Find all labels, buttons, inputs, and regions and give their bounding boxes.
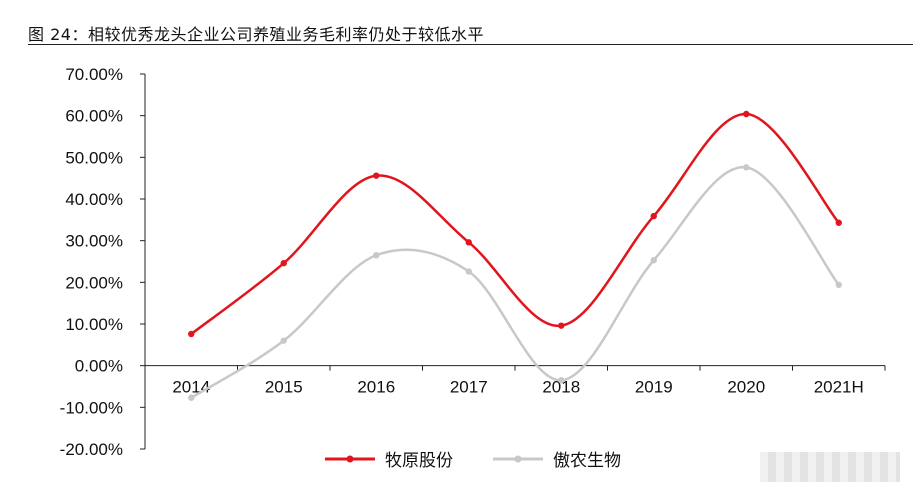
series-line-1 [190, 166, 840, 399]
blurred-watermark [760, 452, 900, 482]
x-tick-label: 2017 [450, 378, 488, 397]
chart-legend: 牧原股份 傲农生物 [325, 446, 661, 471]
legend-item-series-0: 牧原股份 [325, 446, 453, 471]
series-line-0 [190, 112, 840, 335]
data-point-series-0 [835, 219, 842, 226]
data-point-series-0 [558, 322, 565, 329]
legend-item-series-1: 傲农生物 [493, 446, 621, 471]
data-point-series-1 [650, 257, 657, 264]
y-tick-label: -20.00% [60, 440, 123, 459]
data-point-series-1 [465, 268, 472, 275]
x-tick-label: 2014 [172, 378, 210, 397]
x-tick-label: 2021H [814, 378, 864, 397]
data-point-series-1 [558, 377, 565, 384]
data-point-series-0 [280, 259, 287, 267]
x-tick-label: 2015 [265, 378, 303, 397]
y-tick-label: 30.00% [65, 232, 123, 251]
x-tick-label: 2019 [635, 378, 673, 397]
x-tick-label: 2020 [727, 378, 765, 397]
legend-swatch-series-0 [325, 455, 375, 462]
y-tick-label: 40.00% [65, 190, 123, 209]
legend-swatch-series-1 [493, 455, 543, 462]
legend-label-series-0: 牧原股份 [385, 451, 453, 471]
data-point-series-0 [373, 172, 380, 179]
x-axis-tick-labels: 2014 2015 2016 2017 2018 2019 2020 2021H [172, 378, 863, 397]
y-tick-label: 70.00% [65, 65, 123, 84]
y-tick-label: 20.00% [65, 273, 123, 292]
x-tick-label: 2018 [542, 378, 580, 397]
data-point-series-1 [280, 337, 287, 344]
y-tick-label: 0.00% [75, 357, 123, 376]
y-tick-label: 50.00% [65, 148, 123, 167]
data-point-series-1 [373, 252, 380, 259]
chart-axes [140, 73, 886, 450]
data-point-series-1 [743, 164, 750, 171]
title-divider [28, 44, 913, 45]
y-axis-tick-labels: 70.00% 60.00% 50.00% 40.00% 30.00% 20.00% 10.0… [60, 65, 123, 459]
x-tick-label: 2016 [357, 378, 395, 397]
data-point-series-0 [188, 330, 195, 338]
data-point-series-0 [465, 239, 472, 246]
chart-series [188, 110, 842, 401]
data-point-series-0 [650, 212, 657, 220]
legend-label-series-1: 傲农生物 [553, 451, 621, 471]
figure-title: 图 24：相较优秀龙头企业公司养殖业务毛利率仍处于较低水平 [28, 25, 484, 44]
y-tick-label: -10.00% [60, 398, 123, 417]
data-point-series-1 [188, 394, 195, 401]
data-point-series-1 [835, 281, 842, 289]
y-tick-label: 10.00% [65, 315, 123, 334]
y-tick-label: 60.00% [65, 107, 123, 126]
data-point-series-0 [743, 110, 750, 118]
